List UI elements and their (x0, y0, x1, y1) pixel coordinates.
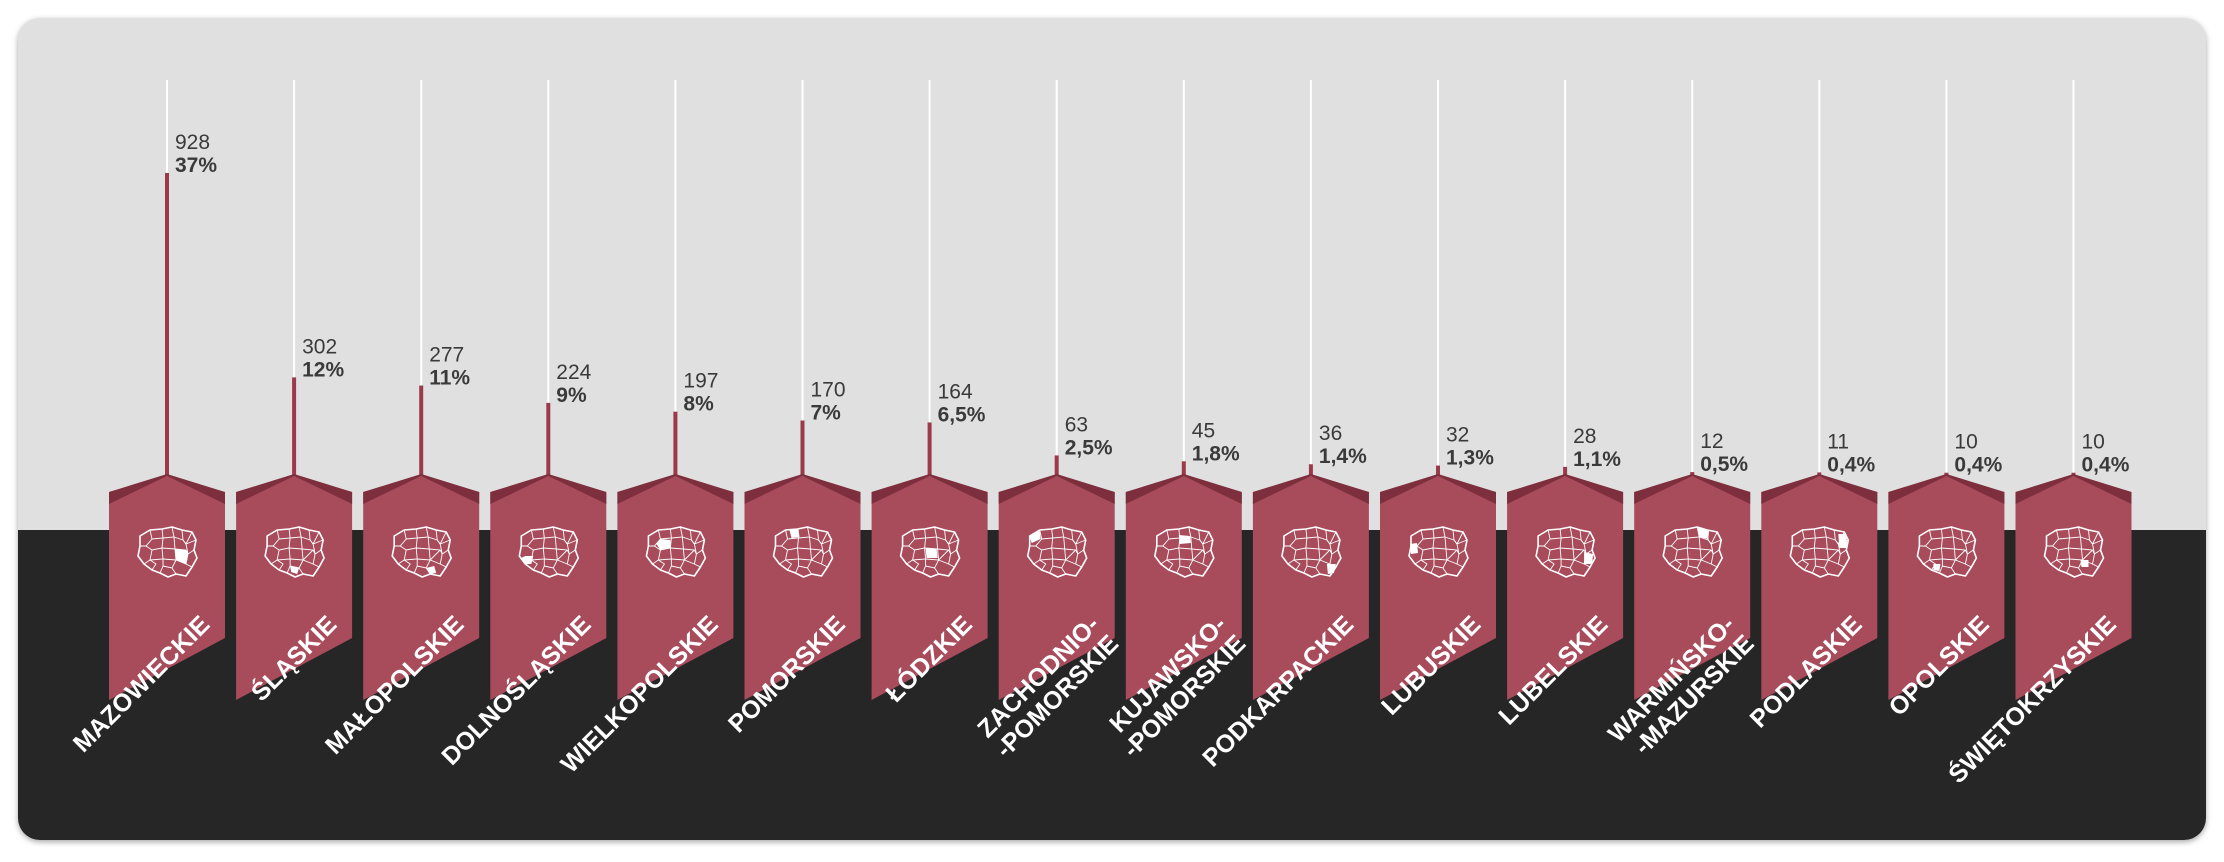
region-banner (1888, 476, 2005, 700)
percent-label: 2,5% (1065, 436, 1113, 459)
region-banner (363, 476, 480, 700)
percent-label: 0,4% (1954, 454, 2002, 477)
poland-map-icon (1026, 526, 1088, 578)
value-label: 10 (1954, 431, 1977, 454)
value-label: 63 (1065, 413, 1088, 436)
percent-label: 0,4% (1827, 453, 1875, 476)
banner-top-edge (1507, 474, 1624, 504)
bar (1308, 464, 1313, 476)
value-label: 36 (1319, 422, 1342, 445)
poland-map-icon (1408, 526, 1469, 578)
region-banner (1634, 476, 1751, 700)
chart-card: 928 37% MAZOWIECKIE 302 12% ŚLĄSKIE 277 11% MAŁO… (18, 18, 2206, 840)
banner-top-edge (998, 474, 1115, 504)
banner-top-edge (1761, 474, 1878, 504)
region-banner (1252, 476, 1369, 700)
poland-map-icon (2043, 526, 2105, 578)
percent-label: 1,8% (1192, 442, 1240, 465)
poland-map-icon (264, 526, 325, 578)
value-label: 164 (938, 380, 973, 403)
value-label: 302 (302, 335, 337, 358)
banner-top-edge (871, 474, 988, 504)
banner-top-edge (363, 474, 480, 504)
banner-top-edge (109, 474, 225, 504)
regions-bar-chart: 92837%MAZOWIECKIE30212%ŚLĄSKIE27711%MAŁO… (18, 18, 2206, 840)
value-label: 32 (1446, 424, 1469, 447)
percent-label: 7% (811, 401, 842, 424)
poland-map-icon (1662, 526, 1723, 578)
bar (1436, 465, 1440, 476)
poland-map-icon (137, 526, 198, 578)
banner-top-edge (2015, 474, 2132, 504)
poland-map-icon (1916, 526, 1978, 578)
region-banner (490, 476, 607, 700)
bar (165, 173, 169, 476)
bar (927, 422, 932, 476)
value-label: 928 (175, 131, 210, 154)
region-banner (744, 476, 861, 700)
region-banner (1125, 476, 1242, 700)
poland-map-icon (772, 526, 834, 578)
banner-top-edge (490, 474, 607, 504)
region-banner (1507, 476, 1624, 700)
banner-top-edge (1125, 474, 1242, 504)
percent-label: 37% (175, 154, 217, 177)
region-banner (1380, 476, 1496, 700)
value-label: 197 (683, 370, 718, 393)
poland-map-icon (1789, 526, 1851, 578)
bar (292, 377, 297, 476)
percent-label: 6,5% (938, 403, 986, 426)
banner-top-edge (1380, 474, 1496, 504)
percent-label: 8% (683, 393, 714, 416)
poland-map-icon (1154, 526, 1215, 578)
percent-label: 0,4% (2082, 454, 2130, 477)
region-banner (236, 476, 353, 700)
value-label: 10 (2082, 431, 2105, 454)
region-banner (998, 476, 1115, 700)
value-label: 28 (1573, 425, 1596, 448)
region-banner (617, 476, 734, 700)
banner-top-edge (1888, 474, 2005, 504)
percent-label: 11% (429, 367, 470, 390)
bar (1181, 461, 1186, 476)
percent-label: 1,3% (1446, 447, 1494, 470)
percent-label: 9% (556, 384, 587, 407)
poland-map-icon (1281, 526, 1342, 578)
percent-label: 1,1% (1573, 448, 1621, 471)
value-label: 224 (556, 361, 591, 384)
poland-map-icon (518, 526, 580, 578)
banner-top-edge (236, 474, 353, 504)
poland-map-icon (899, 526, 961, 578)
bar (546, 402, 551, 476)
bar (1054, 455, 1059, 476)
percent-label: 1,4% (1319, 445, 1367, 468)
region-banner (109, 476, 225, 700)
bar (1563, 466, 1568, 476)
value-label: 45 (1192, 419, 1215, 442)
percent-label: 12% (302, 358, 344, 381)
poland-map-icon (391, 526, 453, 578)
banner-top-edge (1634, 474, 1751, 504)
banner-top-edge (1252, 474, 1369, 504)
bar (800, 420, 805, 476)
value-label: 170 (811, 378, 846, 401)
top-background (18, 18, 2206, 530)
poland-map-icon (1535, 526, 1596, 578)
value-label: 12 (1700, 430, 1723, 453)
value-label: 277 (429, 344, 464, 367)
banner-top-edge (744, 474, 861, 504)
region-banner (871, 476, 988, 700)
bar (673, 411, 678, 476)
bar (419, 385, 424, 476)
poland-map-icon (645, 526, 707, 578)
value-label: 11 (1827, 430, 1849, 453)
banner-top-edge (617, 474, 734, 504)
region-banner (1761, 476, 1878, 700)
region-banner (2015, 476, 2132, 700)
percent-label: 0,5% (1700, 453, 1748, 476)
